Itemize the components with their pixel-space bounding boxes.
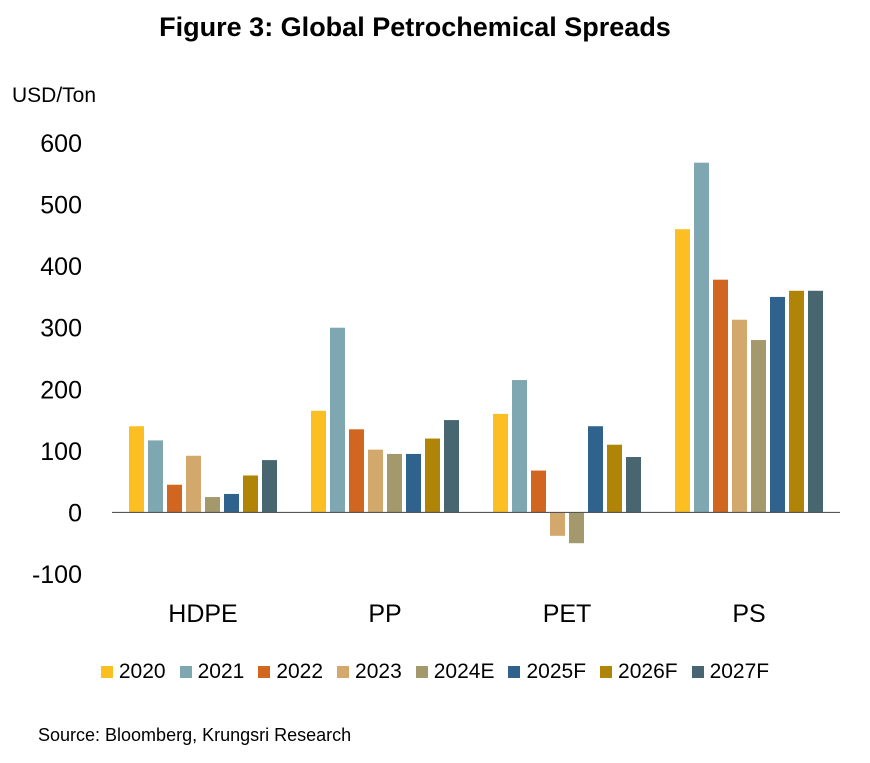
legend-swatch bbox=[600, 666, 613, 678]
legend-item: 2025F bbox=[508, 660, 586, 684]
legend-label: 2021 bbox=[197, 660, 245, 683]
bar-pp-2023 bbox=[368, 449, 383, 513]
bar-ps-2026f bbox=[789, 290, 804, 513]
x-tick-label: PET bbox=[543, 600, 592, 628]
bar-pp-2020 bbox=[311, 410, 326, 513]
legend-label: 2026F bbox=[618, 660, 678, 683]
legend-label: 2024E bbox=[433, 660, 495, 683]
legend-item: 2020 bbox=[100, 660, 166, 684]
bar-pet-2020 bbox=[493, 413, 508, 513]
bar-pet-2027f bbox=[626, 457, 641, 513]
bar-pet-2024e bbox=[569, 512, 584, 544]
bar-hdpe-2023 bbox=[186, 455, 201, 513]
y-tick-label: -100 bbox=[32, 561, 82, 589]
legend-label: 2023 bbox=[355, 660, 402, 683]
legend-swatch bbox=[179, 666, 192, 678]
bar-chart: -100 0 100 200 300 400 500 600 HDPE PP PET PS bbox=[32, 130, 840, 628]
bar-ps-2021 bbox=[694, 162, 709, 513]
x-axis-ticks: HDPE PP PET PS bbox=[168, 600, 765, 628]
legend-label: 2027F bbox=[709, 660, 770, 683]
bar-pp-2027f bbox=[444, 420, 459, 513]
bar-pp-2025f bbox=[406, 453, 421, 513]
y-tick-label: 500 bbox=[40, 192, 82, 220]
legend-label: 2025F bbox=[526, 660, 587, 683]
x-tick-label: HDPE bbox=[168, 600, 237, 628]
legend-swatch bbox=[337, 666, 350, 678]
y-axis-ticks: -100 0 100 200 300 400 500 600 bbox=[32, 130, 82, 589]
bar-hdpe-2021 bbox=[148, 440, 163, 513]
legend-item: 2026F bbox=[600, 660, 678, 684]
bar-ps-2025f bbox=[770, 296, 785, 513]
legend-swatch bbox=[691, 666, 704, 678]
legend-item: 2021 bbox=[179, 660, 245, 684]
bar-pet-2026f bbox=[607, 444, 622, 513]
legend-swatch bbox=[258, 666, 271, 678]
bar-pet-2023 bbox=[550, 512, 565, 536]
legend-label: 2022 bbox=[276, 660, 324, 683]
bar-ps-2022 bbox=[713, 279, 728, 513]
x-tick-label: PS bbox=[732, 600, 765, 628]
y-tick-label: 100 bbox=[40, 438, 82, 466]
bar-ps-2027f bbox=[808, 290, 823, 513]
legend-item: 2027F bbox=[691, 660, 770, 684]
y-tick-label: 300 bbox=[40, 315, 82, 343]
chart-title: Figure 3: Global Petrochemical Spreads bbox=[159, 12, 671, 42]
bar-hdpe-2022 bbox=[167, 484, 182, 513]
legend-item: 2022 bbox=[258, 660, 323, 684]
y-tick-label: 600 bbox=[40, 130, 82, 158]
bar-hdpe-2025f bbox=[224, 493, 239, 513]
bar-ps-2023 bbox=[732, 319, 747, 513]
bar-pp-2026f bbox=[425, 438, 440, 513]
bar-hdpe-2020 bbox=[129, 426, 144, 513]
bar-pp-2024e bbox=[387, 453, 402, 513]
bar-hdpe-2024e bbox=[205, 497, 220, 513]
source-note: Source: Bloomberg, Krungsri Research bbox=[38, 725, 352, 745]
bar-pet-2022 bbox=[531, 470, 546, 513]
legend-swatch bbox=[415, 666, 428, 678]
bar-pp-2022 bbox=[349, 429, 364, 513]
y-tick-label: 0 bbox=[68, 499, 82, 527]
legend-label: 2020 bbox=[118, 660, 166, 683]
legend: 2020 2021 2022 2023 2024E 2025F 2026F 2027F bbox=[0, 660, 870, 684]
legend-item: 2024E bbox=[415, 660, 495, 684]
x-tick-label: PP bbox=[368, 600, 401, 628]
bar-pet-2021 bbox=[512, 380, 527, 513]
y-axis-unit-label: USD/Ton bbox=[12, 84, 97, 107]
bar-hdpe-2026f bbox=[243, 475, 258, 513]
bar-ps-2024e bbox=[751, 340, 766, 513]
bar-pp-2021 bbox=[330, 327, 345, 513]
legend-item: 2023 bbox=[337, 660, 402, 684]
legend-swatch bbox=[508, 666, 521, 678]
bar-pet-2025f bbox=[588, 426, 603, 513]
bar-hdpe-2027f bbox=[262, 460, 277, 513]
y-tick-label: 400 bbox=[40, 253, 82, 281]
bar-ps-2020 bbox=[675, 229, 690, 513]
legend-swatch bbox=[100, 666, 113, 678]
y-tick-label: 200 bbox=[40, 376, 82, 404]
bars-group bbox=[129, 162, 823, 544]
